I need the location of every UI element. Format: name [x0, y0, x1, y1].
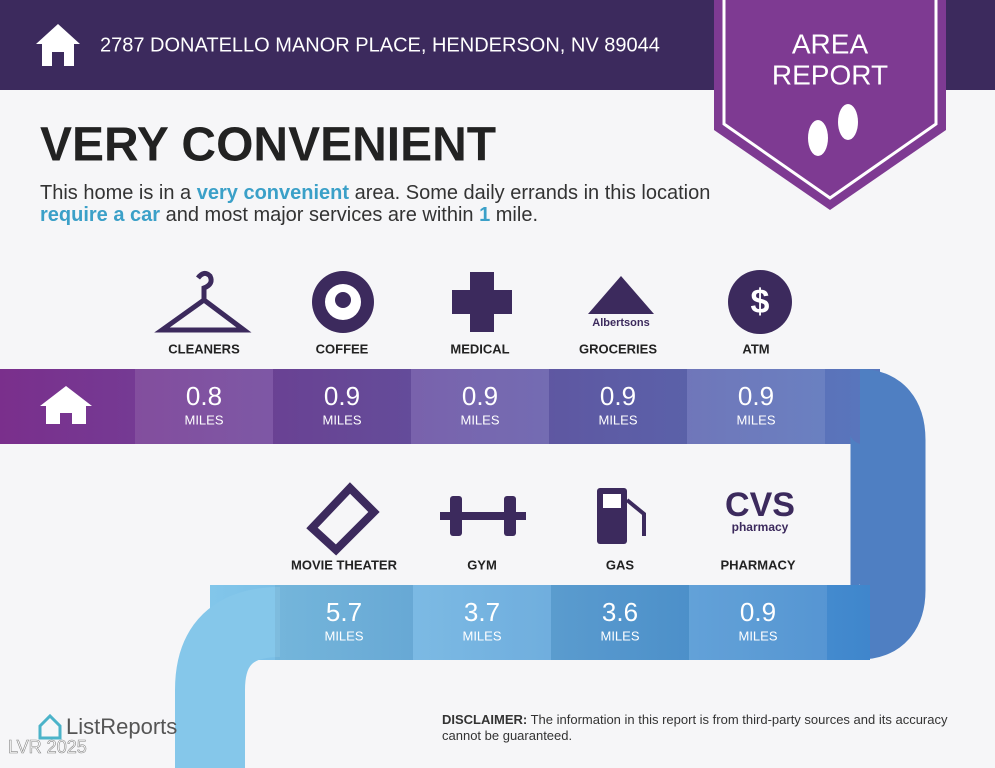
- address: 2787 DONATELLO MANOR PLACE, HENDERSON, N…: [100, 34, 660, 56]
- badge-line: AREA: [792, 28, 869, 59]
- cell: [689, 585, 827, 660]
- logo-text: pharmacy: [732, 520, 789, 534]
- badge: AREA REPORT: [714, 0, 946, 210]
- service-label: PHARMACY: [720, 557, 795, 572]
- unit: MILES: [322, 412, 361, 427]
- home-icon: [36, 24, 80, 66]
- service-label: MEDICAL: [450, 341, 509, 356]
- watermark: LVR 2025: [8, 737, 87, 757]
- unit: MILES: [598, 412, 637, 427]
- distance: 0.9: [600, 381, 636, 411]
- unit: MILES: [184, 412, 223, 427]
- cell: [275, 585, 413, 660]
- brand: ListReports: [38, 714, 177, 740]
- description-text: This home is in a: [40, 182, 197, 204]
- unit: MILES: [736, 412, 775, 427]
- logo-text: CVS: [725, 486, 795, 524]
- route: [0, 369, 926, 768]
- service-label: GYM: [467, 557, 497, 572]
- description-text: and most major services are within: [160, 204, 479, 226]
- cell: [411, 369, 549, 444]
- unit: MILES: [600, 628, 639, 643]
- service-label: GROCERIES: [579, 341, 657, 356]
- headline: VERY CONVENIENT: [40, 119, 496, 172]
- distance: 3.7: [464, 597, 500, 627]
- logo-text: Albertsons: [592, 317, 649, 329]
- distance: 5.7: [326, 597, 362, 627]
- distance: 0.9: [740, 597, 776, 627]
- unit: MILES: [738, 628, 777, 643]
- highlight: require a car: [40, 204, 160, 226]
- logo-text: $: [751, 283, 770, 321]
- service-label: CLEANERS: [168, 341, 240, 356]
- unit: MILES: [462, 628, 501, 643]
- service-label: COFFEE: [316, 341, 369, 356]
- service-label: MOVIE THEATER: [291, 557, 398, 572]
- cell: [273, 369, 411, 444]
- unit: MILES: [460, 412, 499, 427]
- distance: 0.8: [186, 381, 222, 411]
- cell: [413, 585, 551, 660]
- highlight: very convenient: [197, 182, 350, 204]
- unit: MILES: [324, 628, 363, 643]
- distance: 3.6: [602, 597, 638, 627]
- distance: 0.9: [462, 381, 498, 411]
- cell: [135, 369, 273, 444]
- cell: [687, 369, 825, 444]
- description-text: area. Some daily errands in this locatio…: [349, 182, 716, 204]
- badge-line: REPORT: [772, 59, 888, 90]
- description: This home is in a very convenient area. …: [40, 182, 716, 226]
- distance: 0.9: [738, 381, 774, 411]
- cell: [551, 585, 689, 660]
- cell: [549, 369, 687, 444]
- distance: 0.9: [324, 381, 360, 411]
- icons: Albertsons $ CVS pharmacy: [154, 270, 795, 556]
- highlight: 1: [479, 204, 490, 226]
- brand-name: ListReports: [66, 714, 177, 739]
- disclaimer: DISCLAIMER: The information in this repo…: [442, 712, 972, 744]
- disclaimer-box: DISCLAIMER: The information in this repo…: [442, 712, 972, 744]
- disclaimer-text: The information in this report is from t…: [442, 712, 948, 743]
- service-label: ATM: [742, 341, 769, 356]
- service-label: GAS: [606, 557, 635, 572]
- disclaimer-label: DISCLAIMER:: [442, 712, 528, 727]
- description-text: mile.: [490, 204, 538, 226]
